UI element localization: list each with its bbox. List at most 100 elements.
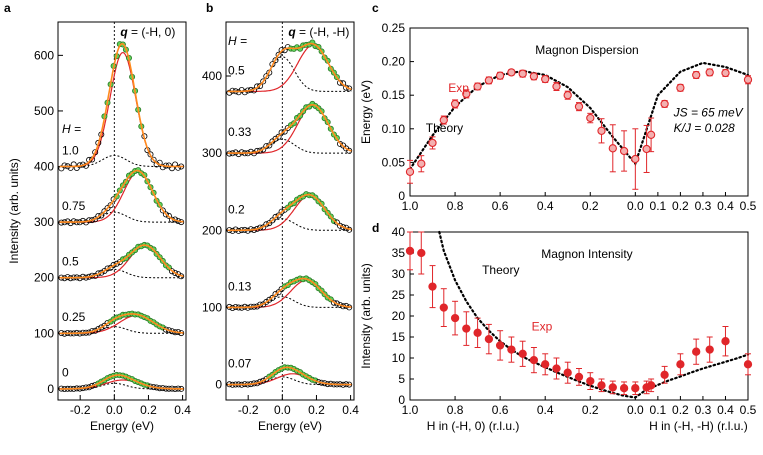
panel-letter-b: b xyxy=(206,1,213,15)
data-point xyxy=(346,304,353,311)
curve-label: 0.13 xyxy=(228,279,252,293)
exp-legend-label: Exp xyxy=(532,320,553,334)
y-tick-label: 20 xyxy=(392,309,406,323)
data-point xyxy=(336,79,343,86)
panel-letter-a: a xyxy=(4,1,11,15)
exp-data-point xyxy=(705,68,714,77)
exp-data-point xyxy=(676,360,685,369)
data-point xyxy=(110,261,117,268)
data-point xyxy=(235,151,242,158)
x-tick-label: 0.8 xyxy=(447,199,464,213)
exp-data-point xyxy=(660,99,669,109)
exp-data-point xyxy=(439,303,448,312)
exp-data-point xyxy=(450,99,460,109)
panel-letter-c: c xyxy=(372,1,379,15)
y-tick-label: 0.25 xyxy=(382,21,406,35)
theory-legend-label: Theory xyxy=(482,263,519,277)
exp-data-point xyxy=(676,83,685,92)
exp-data-point xyxy=(541,360,550,369)
exp-data-point xyxy=(405,246,415,256)
x-tick-label: 0.0 xyxy=(627,403,644,417)
total-fit-curve xyxy=(227,366,352,386)
data-point xyxy=(278,208,285,215)
panel-title: Magnon Dispersion xyxy=(535,43,638,57)
data-point xyxy=(165,212,172,219)
total-fit-curve xyxy=(59,313,184,335)
data-point xyxy=(336,222,343,229)
exp-data-point xyxy=(462,89,471,99)
q-vector-title: q = (-H, -H) xyxy=(288,25,349,39)
data-point xyxy=(162,211,169,218)
data-point xyxy=(275,133,282,140)
data-point xyxy=(275,51,282,58)
exp-data-point xyxy=(552,364,561,373)
curve-label: 0.75 xyxy=(62,199,86,213)
exp-data-point xyxy=(552,82,561,91)
data-point xyxy=(266,142,273,149)
x-tick-label: 0.3 xyxy=(695,403,712,417)
panel-letter-d: d xyxy=(372,221,379,235)
exp-data-point xyxy=(484,334,494,344)
x-tick-label: 0.0 xyxy=(627,199,644,213)
curve-label: 0.25 xyxy=(62,310,86,324)
y-tick-label: 0.20 xyxy=(382,55,406,69)
y-axis-label: Intensity (arb. units) xyxy=(359,263,373,368)
exp-data-point xyxy=(721,68,730,78)
exp-data-point xyxy=(495,71,505,80)
total-fit-curve xyxy=(227,42,352,93)
data-point xyxy=(98,212,105,219)
exp-data-point xyxy=(642,144,651,154)
plot-frame xyxy=(225,21,355,401)
data-point xyxy=(257,147,264,154)
panel-title: Magnon Intensity xyxy=(541,247,632,261)
x-tick-label: 0.4 xyxy=(537,199,554,213)
exp-data-point xyxy=(428,138,437,148)
x-tick-label: -0.2 xyxy=(70,403,91,417)
data-point xyxy=(263,221,270,228)
exp-data-point xyxy=(484,76,494,85)
y-tick-label: 40 xyxy=(392,225,406,239)
exp-data-point xyxy=(631,384,640,393)
data-point xyxy=(263,298,270,305)
exp-data-point xyxy=(450,313,460,323)
param-label: H = xyxy=(62,122,81,136)
exp-data-point xyxy=(586,113,595,123)
data-point xyxy=(241,89,248,96)
total-fit-curve xyxy=(59,42,184,168)
x-tick-label: 0.2 xyxy=(672,199,689,213)
total-fit-curve xyxy=(227,277,352,309)
exp-data-point xyxy=(619,384,629,393)
y-tick-label: 0 xyxy=(398,393,405,407)
data-point xyxy=(263,73,270,80)
data-point xyxy=(67,220,74,227)
x-axis-label: Energy (eV) xyxy=(258,419,322,433)
param-label: H = xyxy=(228,34,247,48)
exp-data-point xyxy=(473,82,482,91)
data-point xyxy=(98,324,105,331)
magnon-fit-curve xyxy=(59,379,184,390)
y-tick-label: 0 xyxy=(47,382,54,396)
exp-data-point xyxy=(417,159,426,168)
y-axis-label: Intensity (arb. units) xyxy=(7,158,21,263)
data-point xyxy=(168,268,175,275)
x-axis-label-left: H in (-H, 0) (r.l.u.) xyxy=(427,419,520,433)
exp-data-point xyxy=(518,69,527,78)
x-tick-label: 0.4 xyxy=(537,403,554,417)
theory-legend-label: Theory xyxy=(426,121,463,135)
exp-data-point xyxy=(473,328,482,337)
y-tick-label: 15 xyxy=(392,330,406,344)
total-fit-curve xyxy=(59,374,184,390)
data-point xyxy=(272,213,279,220)
y-tick-label: 600 xyxy=(34,48,54,62)
exp-data-point xyxy=(660,370,669,379)
kj-annotation: K/J = 0.028 xyxy=(674,121,735,135)
exp-data-point xyxy=(574,372,584,382)
exp-data-point xyxy=(405,167,415,176)
data-point xyxy=(172,269,179,276)
y-tick-label: 400 xyxy=(34,160,54,174)
panel-d: d 1.0 0.8 0.6 0.4 0.2 0.0 0.1 0.2 0.3 0.4 0.5 0 5 10 15… xyxy=(359,221,757,433)
y-tick-label: 0.15 xyxy=(382,88,406,102)
theory-curve xyxy=(438,230,750,399)
exp-data-point xyxy=(462,324,471,333)
